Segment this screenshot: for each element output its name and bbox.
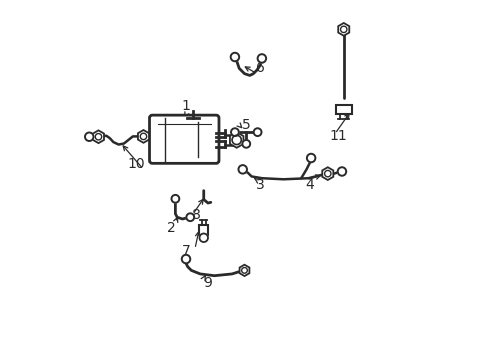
Circle shape xyxy=(238,165,246,174)
Polygon shape xyxy=(138,130,149,143)
Circle shape xyxy=(306,154,315,162)
Polygon shape xyxy=(338,23,348,36)
Polygon shape xyxy=(239,265,249,276)
Text: 4: 4 xyxy=(305,178,314,192)
Circle shape xyxy=(253,128,261,136)
Text: 5: 5 xyxy=(242,118,250,132)
Text: 9: 9 xyxy=(203,276,211,290)
Circle shape xyxy=(257,54,265,63)
Circle shape xyxy=(232,135,241,145)
Circle shape xyxy=(242,140,250,148)
Text: 7: 7 xyxy=(181,244,190,258)
Text: 8: 8 xyxy=(192,208,201,222)
Text: 1: 1 xyxy=(181,99,190,113)
Circle shape xyxy=(230,128,238,136)
Circle shape xyxy=(85,132,93,141)
Text: 3: 3 xyxy=(256,178,264,192)
Circle shape xyxy=(182,255,190,263)
Text: 6: 6 xyxy=(256,61,264,75)
Circle shape xyxy=(186,213,194,221)
Circle shape xyxy=(230,53,239,61)
Polygon shape xyxy=(322,167,333,180)
Text: 10: 10 xyxy=(127,157,145,171)
Text: 2: 2 xyxy=(167,221,176,235)
Circle shape xyxy=(337,167,346,176)
Polygon shape xyxy=(229,132,243,148)
Polygon shape xyxy=(93,130,104,143)
Text: 11: 11 xyxy=(329,129,346,143)
Bar xyxy=(335,104,351,114)
Bar xyxy=(199,225,207,235)
FancyBboxPatch shape xyxy=(149,115,219,163)
Circle shape xyxy=(171,195,179,203)
Circle shape xyxy=(199,234,207,242)
